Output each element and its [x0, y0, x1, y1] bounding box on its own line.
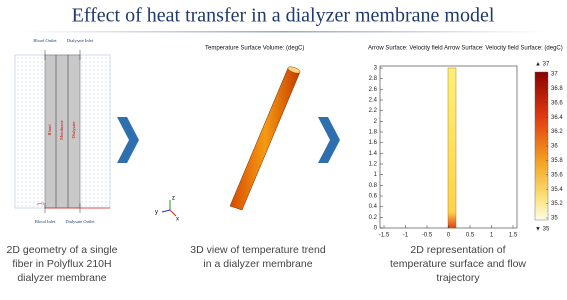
plot-title: Arrow Surface: Velocity field Arrow Surf… [368, 46, 563, 52]
y-tick-label: 0.8 [369, 183, 378, 189]
view-title: Temperature Surface Volume: (degC) [205, 46, 304, 52]
axis-label: z [172, 196, 175, 202]
title-rule [20, 31, 547, 33]
arrow [117, 117, 139, 163]
y-tick-label: 2.6 [369, 87, 378, 93]
y-tick-label: 0.4 [369, 204, 378, 210]
label: Blood Outlet [33, 38, 57, 43]
y-tick-label: 0 [374, 226, 378, 232]
colorbar-label: 35.2 [551, 201, 563, 207]
colorbar-min: ▼ 35 [535, 227, 550, 233]
x-tick-label: -1 [403, 233, 409, 239]
colorbar-label: 37 [551, 72, 558, 78]
label: Blood Inlet [35, 219, 56, 224]
temperature-strip [448, 68, 456, 228]
x-tick-label: -0.5 [422, 233, 433, 239]
label: Dialysate Inlet [67, 38, 94, 43]
x-tick-label: -1.5 [379, 233, 390, 239]
y-tick-label: 1 [374, 172, 378, 178]
y-tick-label: 0.6 [369, 194, 378, 200]
colorbar-label: 36.2 [551, 129, 563, 135]
x-tick-label: 1.5 [509, 233, 518, 239]
colorbar-label: 36.8 [551, 86, 563, 92]
colorbar-label: 36 [551, 144, 558, 150]
y-tick-label: 1.6 [369, 140, 378, 146]
title: Effect of heat transfer in a dialyzer me… [72, 5, 495, 27]
y-tick-label: 2.4 [369, 98, 378, 104]
label: Dialysate Outlet [65, 219, 95, 224]
axis-label: y [155, 210, 158, 216]
y-tick-label: 1.2 [369, 162, 378, 168]
colorbar-label: 36.6 [551, 100, 563, 106]
rod [230, 68, 300, 210]
y-tick-label: 2.8 [369, 76, 378, 82]
axis-label: x [176, 217, 179, 223]
label: Membrane [59, 120, 64, 140]
x-tick-label: 0 [447, 233, 451, 239]
axis-triad [162, 200, 176, 216]
label: Blood [47, 124, 52, 136]
y-tick-label: 2.2 [369, 108, 378, 114]
label: Dialysate [71, 122, 76, 139]
y-tick-label: 0.2 [369, 215, 378, 221]
colorbar-label: 35.8 [551, 158, 563, 164]
x-tick-label: 1 [490, 233, 494, 239]
colorbar-label: 35.6 [551, 172, 563, 178]
colorbar-label: 36.4 [551, 115, 563, 121]
y-tick-label: 2 [374, 119, 378, 125]
colorbar-max: ▲ 37 [535, 62, 550, 68]
label: z=0 [37, 201, 45, 206]
colorbar-label: 35.4 [551, 187, 563, 193]
x-tick-label: 0.5 [466, 233, 475, 239]
colorbar-label: 35 [551, 216, 558, 222]
y-tick-label: 1.4 [369, 151, 378, 157]
y-tick-label: 3 [374, 66, 378, 72]
arrow [318, 117, 340, 163]
slide: Effect of heat transfer in a dialyzer me… [0, 0, 567, 300]
y-tick-label: 1.8 [369, 130, 378, 136]
